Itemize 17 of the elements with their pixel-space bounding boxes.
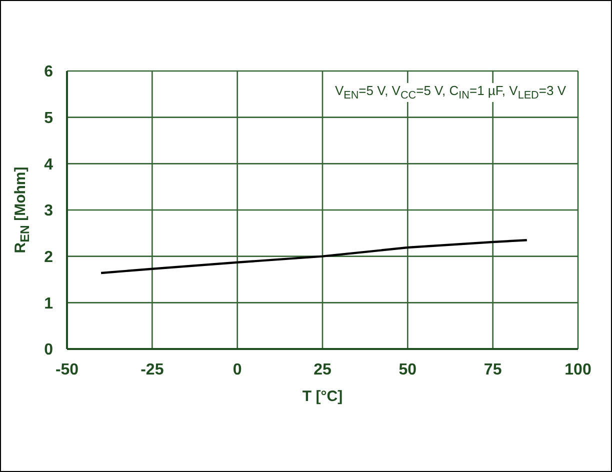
x-tick-label: 25 bbox=[314, 361, 332, 378]
x-tick-label: 0 bbox=[232, 361, 242, 378]
text: V$_{EN}$=5 V, V$_{CC}$=5 V, C$_{IN}$=1 µF, V$_{LED}$=3 V bbox=[334, 83, 566, 102]
y-tick-label: 6 bbox=[44, 64, 54, 81]
x-tick-label: 50 bbox=[398, 361, 417, 378]
y-tick-label: 4 bbox=[44, 156, 54, 174]
y-tick-label: 1 bbox=[44, 295, 54, 312]
y-tick-label: 3 bbox=[44, 202, 54, 220]
y-tick-label: 5 bbox=[44, 110, 54, 128]
x-tick-label: 100 bbox=[564, 361, 592, 378]
x-tick-label: -25 bbox=[140, 361, 164, 378]
line-series bbox=[100, 239, 528, 274]
x-axis-title: T [°C] bbox=[302, 388, 343, 405]
x-tick-label: 75 bbox=[484, 361, 502, 378]
y-tick-label: 2 bbox=[44, 249, 54, 266]
x-tick-label: -50 bbox=[55, 361, 79, 378]
y-tick-label: 0 bbox=[44, 342, 54, 359]
